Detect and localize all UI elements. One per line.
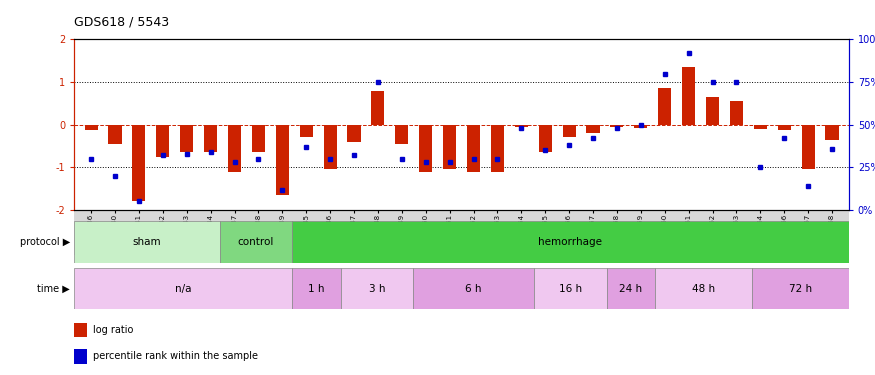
Bar — [634, 124, 648, 128]
Text: n/a: n/a — [175, 284, 192, 294]
Bar — [586, 124, 599, 133]
Text: log ratio: log ratio — [93, 325, 133, 335]
Bar — [802, 124, 815, 170]
Bar — [396, 124, 409, 144]
Bar — [132, 124, 145, 201]
Bar — [108, 124, 122, 144]
Text: protocol ▶: protocol ▶ — [20, 237, 70, 247]
Bar — [825, 124, 838, 140]
Text: 6 h: 6 h — [466, 284, 482, 294]
FancyBboxPatch shape — [292, 268, 340, 309]
FancyBboxPatch shape — [413, 268, 534, 309]
Bar — [324, 124, 337, 170]
Bar — [74, 322, 87, 337]
Text: 3 h: 3 h — [368, 284, 385, 294]
Bar — [85, 124, 98, 130]
Bar — [419, 124, 432, 172]
Bar — [467, 124, 480, 172]
Bar — [228, 124, 242, 172]
Bar — [730, 101, 743, 124]
Bar — [180, 124, 193, 152]
Text: sham: sham — [133, 237, 161, 247]
Bar — [74, 349, 87, 364]
Bar — [611, 124, 624, 127]
Bar — [753, 124, 766, 129]
Text: 72 h: 72 h — [788, 284, 812, 294]
Bar — [491, 124, 504, 172]
Bar — [658, 88, 671, 125]
FancyBboxPatch shape — [74, 221, 220, 262]
FancyBboxPatch shape — [340, 268, 413, 309]
Text: hemorrhage: hemorrhage — [538, 237, 603, 247]
Text: percentile rank within the sample: percentile rank within the sample — [93, 351, 258, 361]
Bar — [539, 124, 552, 152]
Text: time ▶: time ▶ — [38, 284, 70, 294]
Bar — [252, 124, 265, 152]
Bar — [371, 92, 384, 124]
FancyBboxPatch shape — [752, 268, 849, 309]
Text: 1 h: 1 h — [308, 284, 325, 294]
FancyBboxPatch shape — [220, 221, 292, 262]
FancyBboxPatch shape — [534, 268, 606, 309]
Bar — [443, 124, 456, 170]
Text: control: control — [238, 237, 274, 247]
FancyBboxPatch shape — [606, 268, 655, 309]
Bar — [347, 124, 360, 142]
Text: GDS618 / 5543: GDS618 / 5543 — [74, 15, 170, 28]
Text: 16 h: 16 h — [559, 284, 582, 294]
Bar — [514, 124, 528, 127]
Bar — [276, 124, 289, 195]
Text: 24 h: 24 h — [620, 284, 642, 294]
FancyBboxPatch shape — [655, 268, 752, 309]
Text: 48 h: 48 h — [692, 284, 715, 294]
FancyBboxPatch shape — [74, 268, 292, 309]
Bar — [682, 67, 696, 124]
Bar — [299, 124, 312, 136]
Bar — [563, 124, 576, 138]
Bar — [706, 97, 719, 124]
Bar — [204, 124, 217, 152]
FancyBboxPatch shape — [292, 221, 849, 262]
Bar — [157, 124, 170, 157]
Bar — [778, 124, 791, 130]
